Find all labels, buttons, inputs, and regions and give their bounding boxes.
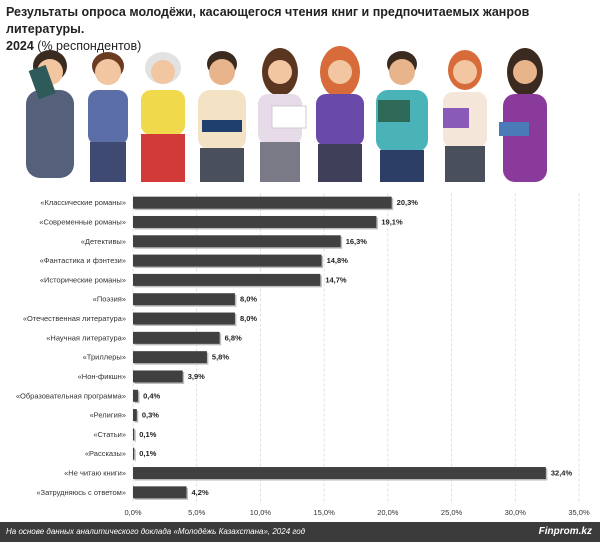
value-label: 32,4% bbox=[551, 469, 573, 478]
x-tick-label: 15,0% bbox=[314, 508, 336, 517]
y-tick-label: «Не читаю книги» bbox=[64, 469, 126, 478]
y-tick-label: «Нон-фикшн» bbox=[78, 372, 126, 381]
bar bbox=[133, 215, 377, 228]
person bbox=[26, 50, 74, 178]
bar bbox=[133, 312, 235, 325]
bar bbox=[133, 370, 183, 383]
y-tick-label: «Образовательная программа» bbox=[16, 391, 126, 400]
person bbox=[141, 52, 185, 182]
x-tick-label: 25,0% bbox=[441, 508, 463, 517]
y-tick-label: «Классические романы» bbox=[40, 198, 126, 207]
x-tick-label: 0,0% bbox=[124, 508, 141, 517]
y-tick-label: «Современные романы» bbox=[39, 217, 126, 226]
bar-shadow bbox=[134, 449, 136, 462]
value-label: 0,1% bbox=[139, 449, 156, 458]
bar bbox=[133, 196, 392, 209]
y-tick-label: «Триллеры» bbox=[83, 353, 126, 362]
value-label: 3,9% bbox=[188, 372, 205, 381]
bar-shadow bbox=[134, 429, 136, 442]
value-label: 0,4% bbox=[143, 391, 160, 400]
value-label: 5,8% bbox=[212, 353, 229, 362]
y-tick-label: «Затрудняюсь с ответом» bbox=[36, 488, 126, 497]
bar bbox=[133, 389, 139, 402]
value-label: 14,7% bbox=[325, 275, 347, 284]
value-label: 20,3% bbox=[397, 198, 419, 207]
y-tick-label: «Исторические романы» bbox=[40, 275, 126, 284]
chart-year: 2024 bbox=[6, 39, 34, 53]
x-tick-label: 20,0% bbox=[377, 508, 399, 517]
person bbox=[499, 48, 547, 182]
bar bbox=[133, 486, 187, 499]
bar bbox=[133, 254, 322, 267]
illustration bbox=[26, 46, 547, 182]
bar bbox=[133, 467, 546, 480]
bar bbox=[133, 428, 135, 441]
value-label: 0,1% bbox=[139, 430, 156, 439]
x-tick-label: 30,0% bbox=[505, 508, 527, 517]
x-tick-label: 10,0% bbox=[250, 508, 272, 517]
person bbox=[376, 51, 428, 182]
person bbox=[443, 50, 487, 182]
y-tick-label: «Статьи» bbox=[93, 430, 126, 439]
bar bbox=[133, 273, 321, 286]
y-tick-label: «Поэзия» bbox=[93, 295, 126, 304]
title-block: Результаты опроса молодёжи, касающегося … bbox=[6, 4, 598, 55]
person bbox=[258, 48, 307, 182]
person bbox=[316, 46, 364, 182]
bar bbox=[133, 293, 235, 306]
x-tick-label: 5,0% bbox=[188, 508, 205, 517]
person bbox=[198, 51, 246, 182]
footer: На основе данных аналитического доклада … bbox=[0, 522, 600, 542]
person bbox=[88, 52, 128, 182]
x-tick-label: 35,0% bbox=[568, 508, 590, 517]
chart: 0,0% 5,0% 10,0% 15,0% 20,0% 25,0% 30,0% 35,0% «К… bbox=[16, 46, 590, 517]
bar bbox=[133, 351, 207, 364]
bar bbox=[133, 447, 135, 460]
bar bbox=[133, 235, 341, 248]
bar bbox=[133, 331, 220, 344]
value-label: 4,2% bbox=[192, 488, 209, 497]
y-tick-label: «Рассказы» bbox=[85, 449, 126, 458]
chart-unit: (% респондентов) bbox=[37, 39, 142, 53]
value-label: 6,8% bbox=[225, 333, 242, 342]
y-tick-label: «Фантастика и фэнтези» bbox=[40, 256, 126, 265]
bar bbox=[133, 409, 137, 422]
value-label: 16,3% bbox=[346, 237, 368, 246]
y-tick-label: «Отечественная литература» bbox=[23, 314, 126, 323]
value-label: 19,1% bbox=[381, 217, 403, 226]
chart-title: Результаты опроса молодёжи, касающегося … bbox=[6, 5, 530, 36]
value-label: 14,8% bbox=[327, 256, 349, 265]
y-tick-label: «Религия» bbox=[90, 411, 127, 420]
value-label: 8,0% bbox=[240, 314, 257, 323]
value-label: 8,0% bbox=[240, 295, 257, 304]
brand: Finprom.kz bbox=[538, 526, 592, 537]
y-tick-label: «Детективы» bbox=[81, 237, 126, 246]
source: На основе данных аналитического доклада … bbox=[6, 527, 306, 536]
value-label: 0,3% bbox=[142, 411, 159, 420]
y-tick-label: «Научная литература» bbox=[46, 333, 126, 342]
